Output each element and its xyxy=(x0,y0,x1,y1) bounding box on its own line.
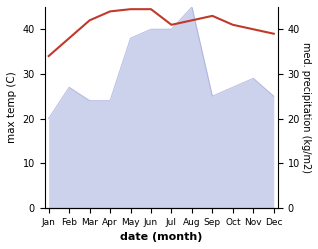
Y-axis label: max temp (C): max temp (C) xyxy=(7,71,17,143)
X-axis label: date (month): date (month) xyxy=(120,232,203,242)
Y-axis label: med. precipitation (kg/m2): med. precipitation (kg/m2) xyxy=(301,42,311,173)
